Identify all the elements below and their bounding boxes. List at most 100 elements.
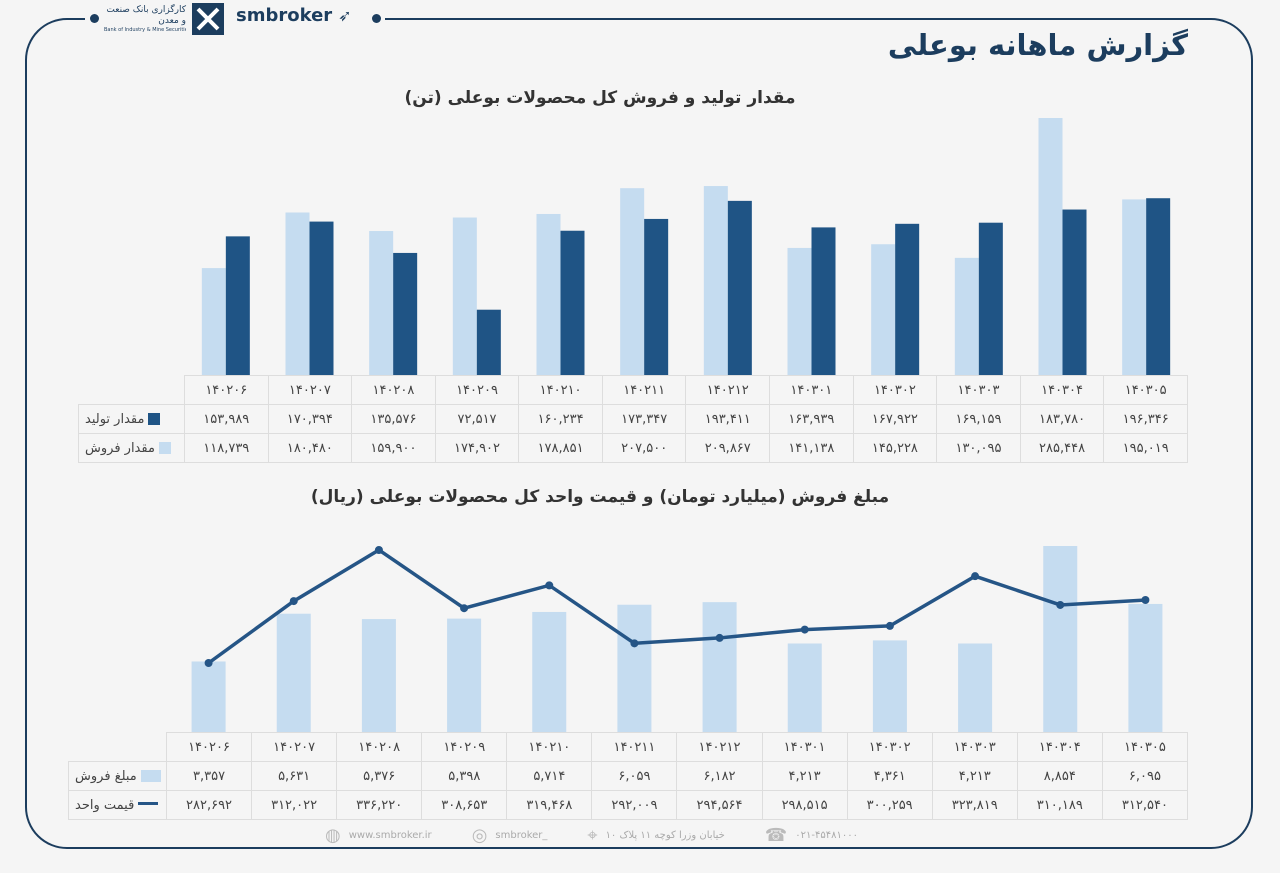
data-label: ۱۶۷,۹۲۲	[852, 404, 938, 434]
corner-cell	[78, 375, 185, 405]
chart1-data-table: ۱۴۰۲۰۶ ۱۴۰۲۰۷ ۱۴۰۲۰۸ ۱۴۰۲۰۹ ۱۴۰۲۱۰ ۱۴۰۲۱۱ ۱۴۰۲…	[78, 375, 1188, 463]
sales-qty-bar	[1122, 199, 1147, 375]
series-row: مقدار فروش ۱۱۸,۷۳۹ ۱۸۰,۴۸۰ ۱۵۹,۹۰۰ ۱۷۴,۹۰۲ ۱۷…	[78, 433, 1188, 463]
category-label: ۱۴۰۳۰۳	[931, 732, 1018, 762]
corner-cell	[68, 732, 167, 762]
sales-qty-bar	[285, 212, 310, 375]
category-label: ۱۴۰۳۰۲	[846, 732, 933, 762]
sales-amount-bar	[447, 618, 482, 732]
bank-logo-icon	[192, 3, 224, 35]
data-label: ۲۹۲,۰۰۹	[591, 790, 678, 820]
production-qty-bar	[644, 218, 669, 375]
production-qty-bar	[560, 230, 585, 375]
globe-icon: ◍	[325, 825, 341, 846]
data-label: ۶,۱۸۲	[676, 761, 763, 791]
sales-amount-bar	[872, 640, 907, 732]
unit-price-line	[207, 547, 1146, 665]
location-pin-icon: ⌖	[587, 825, 598, 846]
data-label: ۶,۰۹۵	[1101, 761, 1189, 791]
category-label: ۱۴۰۲۱۰	[506, 732, 593, 762]
data-label: ۳۰۰,۲۵۹	[846, 790, 933, 820]
data-label: ۱۳۵,۵۷۶	[351, 404, 436, 434]
sales-amount-bar	[191, 661, 226, 732]
sales-qty-bar	[452, 217, 477, 375]
production-qty-bar	[1062, 209, 1087, 375]
data-label: ۳۱۲,۵۴۰	[1101, 790, 1189, 820]
category-label: ۱۴۰۲۰۶	[165, 732, 253, 762]
production-qty-bar	[978, 222, 1003, 375]
category-label: ۱۴۰۲۰۷	[267, 375, 353, 405]
unit-price-point	[971, 572, 980, 581]
data-label: ۱۷۸,۸۵۱	[518, 433, 603, 463]
sales-amount-bar	[1043, 546, 1078, 732]
category-label: ۱۴۰۲۱۱	[591, 732, 678, 762]
production-qty-bar	[309, 221, 334, 375]
unit-price-point	[1141, 595, 1150, 604]
production-qty-bar	[225, 236, 250, 375]
sales-amount-bar	[1128, 603, 1163, 732]
sales-amount-swatch	[140, 770, 161, 782]
header-row: ۱۴۰۲۰۶ ۱۴۰۲۰۷ ۱۴۰۲۰۸ ۱۴۰۲۰۹ ۱۴۰۲۱۰ ۱۴۰۲۱۱ ۱۴۰۲…	[68, 732, 1189, 762]
data-label: ۳۲۳,۸۱۹	[931, 790, 1018, 820]
unit-price-point	[204, 658, 213, 667]
report-frame	[25, 18, 1253, 849]
data-label: ۵,۳۹۸	[421, 761, 508, 791]
website-text: www.smbroker.ir	[348, 830, 432, 841]
footer-instagram[interactable]: ◎ smbroker_	[472, 825, 548, 846]
footer-address: ⌖ خیابان وزرا کوچه ۱۱ پلاک ۱۰	[587, 825, 724, 846]
data-label: ۱۶۰,۲۳۴	[518, 404, 603, 434]
data-label: ۱۹۵,۰۱۹	[1103, 433, 1188, 463]
header-gap	[85, 4, 385, 34]
data-label: ۲۰۷,۵۰۰	[601, 433, 687, 463]
series-legend: مبلغ فروش	[68, 761, 167, 791]
smbroker-logo: smbroker ➶	[236, 5, 352, 26]
data-label: ۱۸۰,۴۸۰	[267, 433, 353, 463]
data-label: ۳۱۰,۱۸۹	[1016, 790, 1103, 820]
paper-plane-icon: ➶	[338, 6, 352, 25]
category-label: ۱۴۰۲۱۲	[685, 375, 771, 405]
sales-qty-bar	[369, 231, 394, 375]
phone-text: ۰۲۱-۴۵۴۸۱۰۰۰	[795, 830, 858, 841]
data-label: ۲۹۴,۵۶۴	[676, 790, 763, 820]
unit-price-point	[800, 625, 809, 634]
unit-price-swatch	[138, 801, 159, 809]
data-label: ۲۸۲,۶۹۲	[165, 790, 253, 820]
data-label: ۷۲,۵۱۷	[434, 404, 520, 434]
sales-amount-bar	[532, 611, 567, 732]
sales-amount-bar	[617, 604, 652, 732]
page-title: گزارش ماهانه بوعلی	[887, 28, 1188, 62]
production-swatch	[148, 413, 161, 425]
data-label: ۱۷۰,۳۹۴	[267, 404, 353, 434]
sales-amount-bar	[276, 613, 311, 732]
footer-website[interactable]: ◍ www.smbroker.ir	[325, 825, 432, 846]
series-row: مقدار تولید ۱۵۳,۹۸۹ ۱۷۰,۳۹۴ ۱۳۵,۵۷۶ ۷۲,۵۱۷ ۱۶…	[78, 404, 1188, 434]
sales-qty-bar	[201, 268, 226, 375]
production-qty-bar	[393, 252, 418, 375]
bank-logo-en: Bank of Industry & Mine Securities	[104, 27, 186, 33]
instagram-text: smbroker_	[495, 830, 548, 841]
data-label: ۳۱۹,۴۶۸	[506, 790, 593, 820]
data-label: ۶,۰۵۹	[591, 761, 678, 791]
series-name: مقدار فروش	[85, 440, 155, 456]
series-row: قیمت واحد ۲۸۲,۶۹۲ ۳۱۲,۰۲۲ ۳۳۶,۲۲۰ ۳۰۸,۶۵۳ ۳۱۹…	[68, 790, 1189, 820]
production-qty-bar	[727, 200, 752, 375]
series-name: مبلغ فروش	[75, 768, 137, 784]
chart2-data-table: ۱۴۰۲۰۶ ۱۴۰۲۰۷ ۱۴۰۲۰۸ ۱۴۰۲۰۹ ۱۴۰۲۱۰ ۱۴۰۲۱۱ ۱۴۰۲…	[68, 732, 1189, 820]
sales-swatch	[158, 442, 171, 454]
brand-text: smbroker	[236, 5, 333, 26]
unit-price-point	[885, 621, 894, 630]
category-label: ۱۴۰۲۱۱	[601, 375, 687, 405]
category-label: ۱۴۰۲۰۹	[421, 732, 508, 762]
category-label: ۱۴۰۲۰۸	[351, 375, 436, 405]
sales-amount-bar	[702, 602, 737, 732]
sales-qty-bar	[787, 247, 812, 375]
category-label: ۱۴۰۳۰۵	[1103, 375, 1188, 405]
category-label: ۱۴۰۲۰۷	[251, 732, 338, 762]
bank-logo-text: کارگزاری بانک صنعت و معدن	[106, 5, 186, 26]
instagram-icon: ◎	[471, 825, 488, 846]
sales-amount-bar	[787, 643, 822, 732]
data-label: ۱۷۳,۳۴۷	[601, 404, 687, 434]
unit-price-point	[460, 604, 469, 613]
footer: ◍ www.smbroker.ir ◎ smbroker_ ⌖ خیابان وزرا…	[325, 825, 858, 846]
